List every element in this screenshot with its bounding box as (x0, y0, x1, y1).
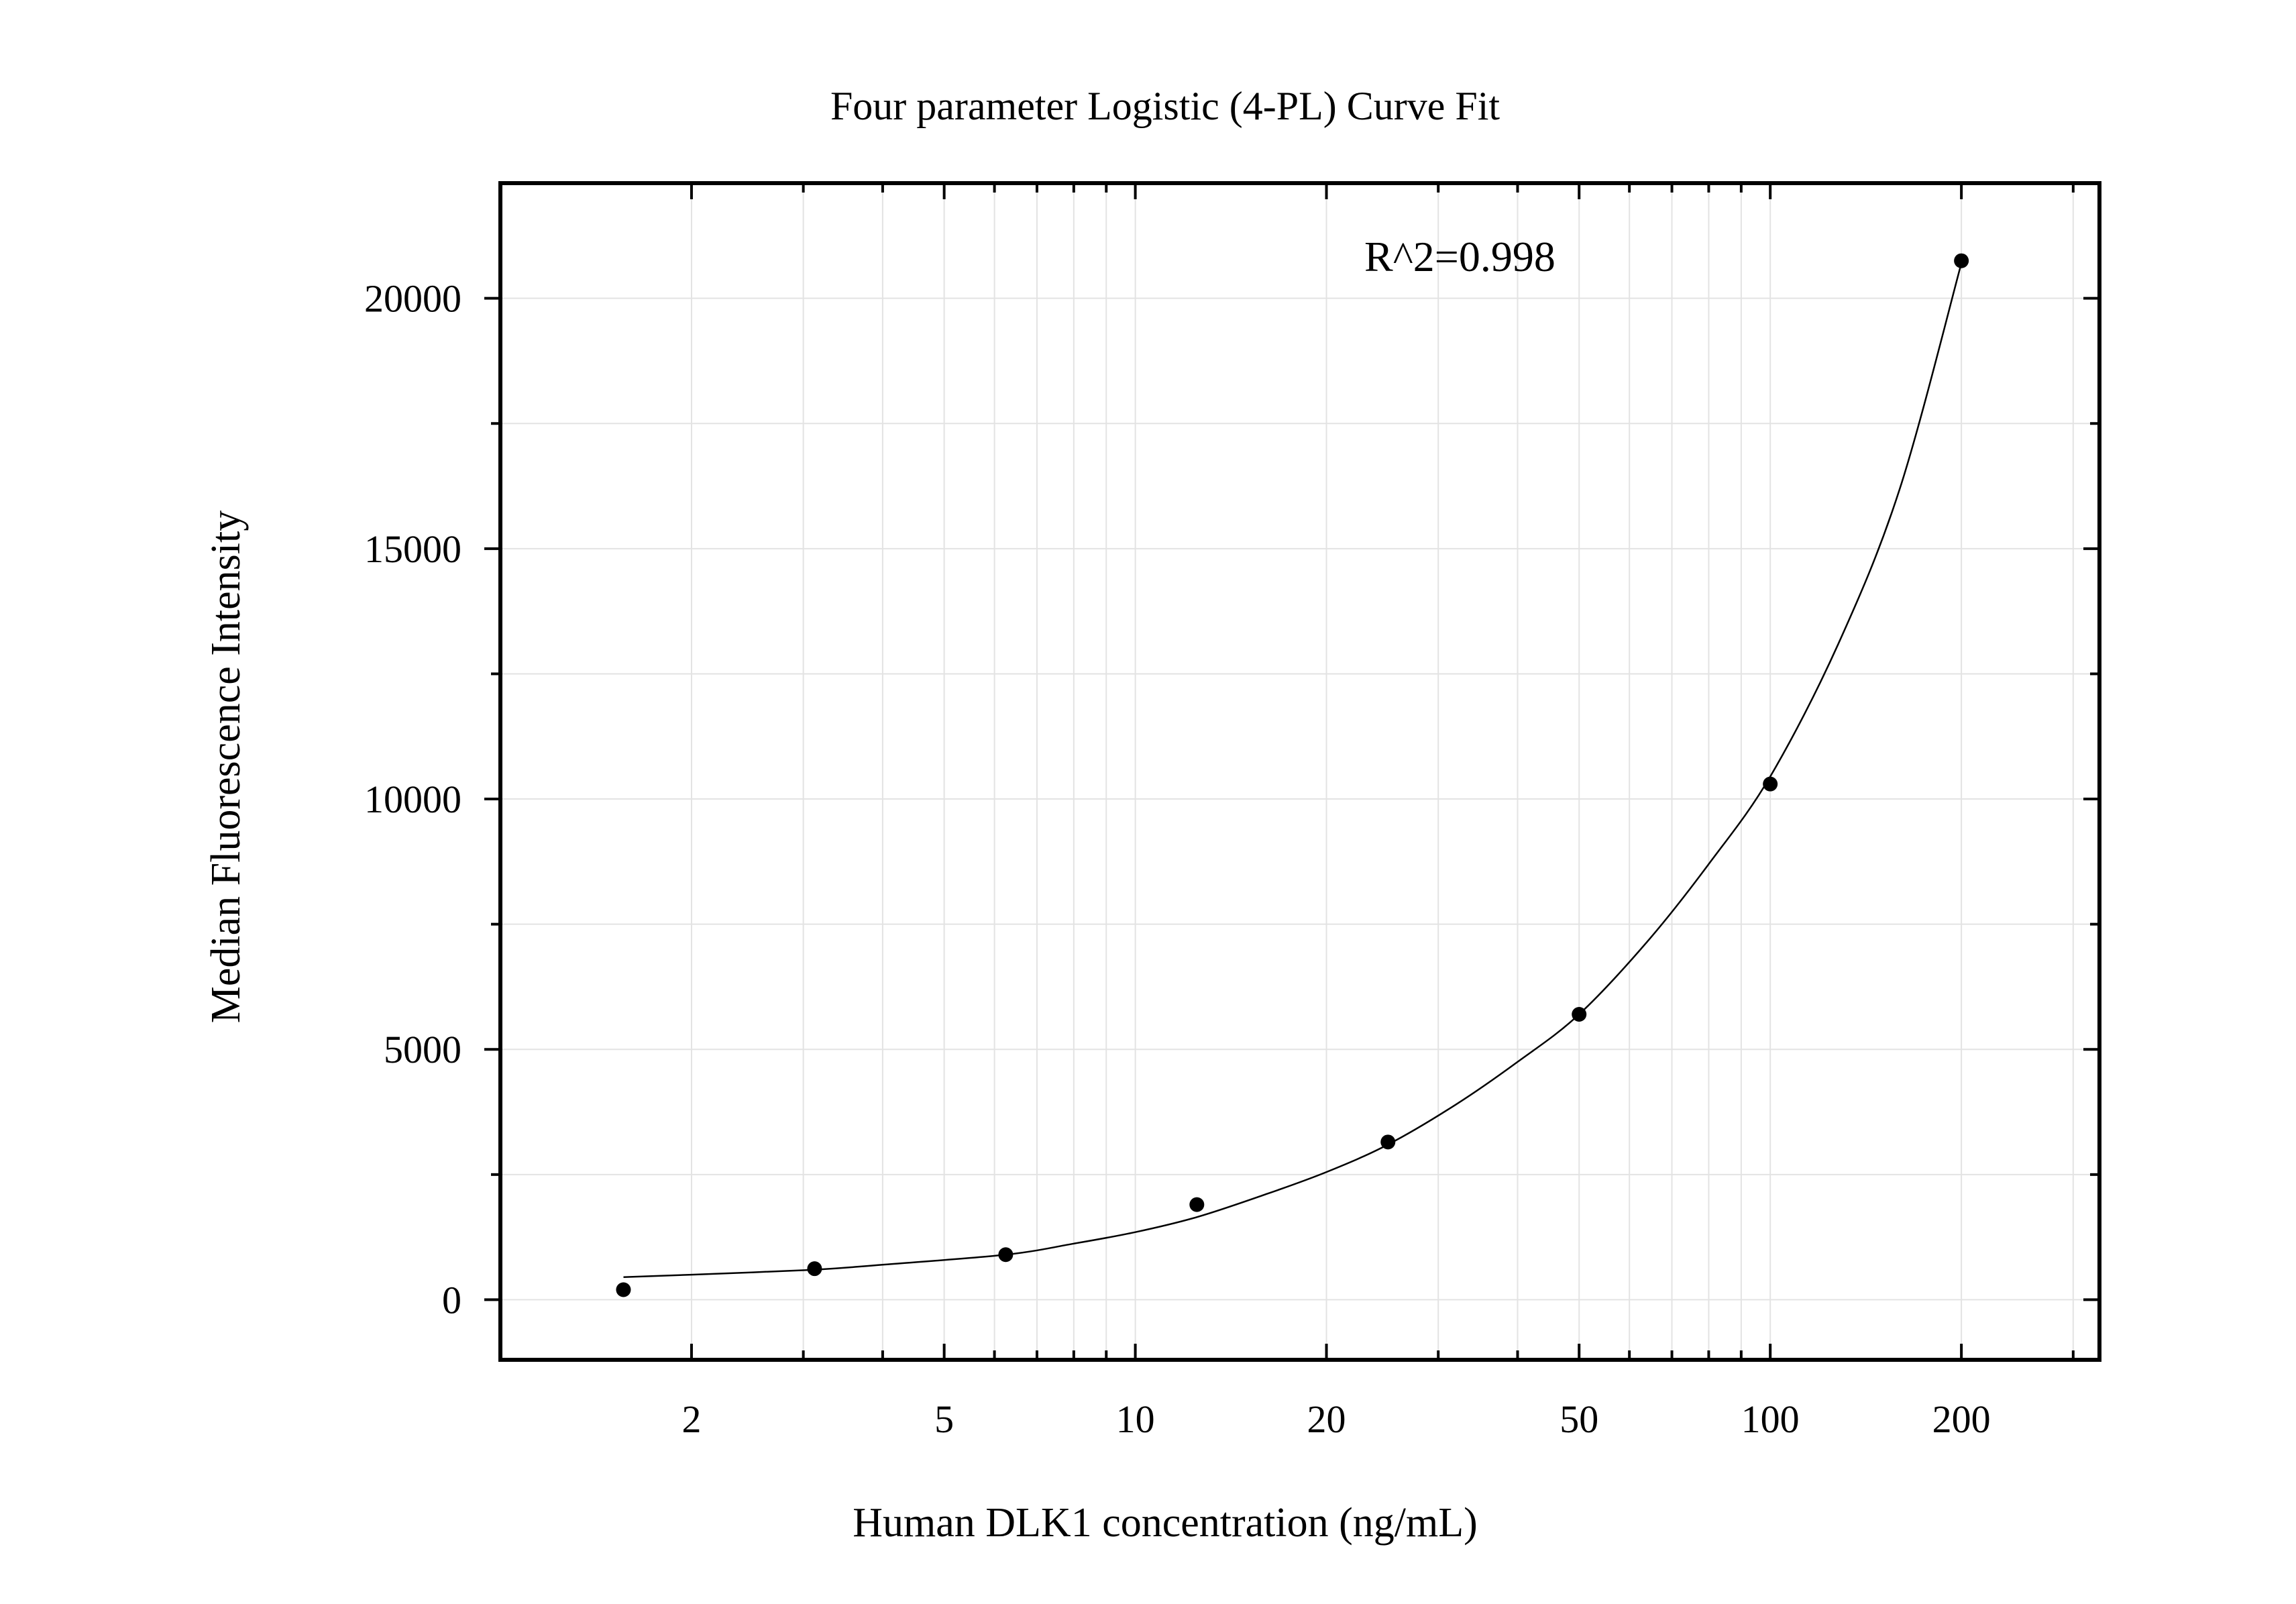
x-tick-label: 2 (681, 1397, 701, 1441)
fit-curve-layer (623, 263, 1963, 1279)
y-tick-label: 15000 (364, 527, 461, 571)
x-tick-label: 10 (1116, 1397, 1155, 1441)
data-point (1380, 1134, 1396, 1150)
y-tick-labels: 0 5000 10000 15000 20000 (364, 277, 461, 1322)
grid (500, 183, 2099, 1360)
y-tick-label: 0 (442, 1278, 461, 1322)
x-tick-label: 20 (1307, 1397, 1346, 1441)
x-tick-labels: 2 5 10 20 50 100 200 (681, 1397, 1990, 1441)
y-axis-title: Median Fluorescence Intensity (203, 511, 249, 1023)
plot-frame (498, 181, 2101, 1362)
data-point (1763, 776, 1778, 792)
data-point (616, 1282, 631, 1297)
data-points (616, 253, 1969, 1297)
x-axis-title: Human DLK1 concentration (ng/mL) (853, 1500, 1477, 1546)
x-tick-label: 100 (1741, 1397, 1800, 1441)
axis-ticks (484, 183, 2099, 1360)
data-point (1572, 1006, 1587, 1022)
x-tick-label: 50 (1560, 1397, 1598, 1441)
data-point (1189, 1197, 1205, 1212)
x-tick-label: 200 (1932, 1397, 1991, 1441)
data-point (1954, 253, 1969, 268)
y-tick-label: 5000 (384, 1028, 461, 1071)
data-point (998, 1247, 1014, 1263)
y-tick-label: 10000 (364, 778, 461, 821)
x-tick-label: 5 (934, 1397, 954, 1441)
y-tick-label: 20000 (364, 277, 461, 321)
r-squared-annotation: R^2=0.998 (1364, 233, 1555, 280)
chart-title: Four parameter Logistic (4-PL) Curve Fit (830, 84, 1500, 128)
data-point (807, 1261, 822, 1277)
fit-curve (623, 263, 1963, 1279)
